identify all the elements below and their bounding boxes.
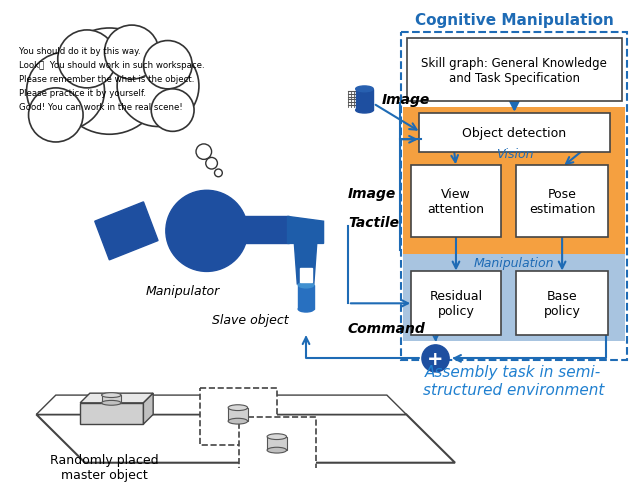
Text: Tactile: Tactile	[348, 215, 399, 229]
FancyBboxPatch shape	[300, 268, 312, 283]
FancyBboxPatch shape	[419, 114, 610, 152]
Circle shape	[143, 42, 192, 90]
Ellipse shape	[356, 87, 373, 92]
Ellipse shape	[228, 405, 248, 411]
Text: Manipulator: Manipulator	[145, 284, 220, 297]
Ellipse shape	[356, 108, 373, 114]
Circle shape	[214, 170, 222, 178]
Circle shape	[29, 89, 83, 143]
FancyBboxPatch shape	[411, 166, 500, 237]
Circle shape	[117, 46, 199, 127]
Text: Image: Image	[382, 93, 430, 107]
Circle shape	[205, 158, 218, 170]
Text: View
attention: View attention	[428, 187, 484, 215]
Polygon shape	[36, 395, 406, 415]
FancyBboxPatch shape	[239, 418, 316, 474]
FancyBboxPatch shape	[356, 90, 373, 111]
Polygon shape	[294, 244, 317, 285]
Circle shape	[27, 53, 104, 130]
FancyBboxPatch shape	[403, 108, 625, 255]
Text: +: +	[428, 349, 444, 368]
Ellipse shape	[298, 306, 314, 312]
Ellipse shape	[267, 447, 287, 453]
FancyBboxPatch shape	[243, 217, 289, 244]
Text: Cognitive Manipulation: Cognitive Manipulation	[415, 13, 614, 28]
FancyBboxPatch shape	[411, 272, 500, 335]
Circle shape	[104, 26, 159, 80]
Circle shape	[166, 191, 248, 272]
Ellipse shape	[298, 283, 314, 288]
Polygon shape	[95, 202, 158, 260]
Text: Randomly placed
master object: Randomly placed master object	[50, 453, 159, 481]
Circle shape	[422, 345, 449, 372]
FancyBboxPatch shape	[403, 255, 625, 341]
Polygon shape	[80, 403, 143, 424]
Polygon shape	[143, 393, 153, 424]
Text: Slave object: Slave object	[212, 313, 289, 326]
FancyBboxPatch shape	[200, 389, 277, 445]
Text: Manipulation: Manipulation	[474, 256, 555, 269]
FancyBboxPatch shape	[102, 395, 121, 403]
Circle shape	[58, 31, 116, 89]
Text: Pose
estimation: Pose estimation	[529, 187, 595, 215]
FancyBboxPatch shape	[267, 437, 287, 450]
Text: Command: Command	[348, 322, 426, 335]
Text: Vision: Vision	[495, 148, 533, 161]
FancyBboxPatch shape	[228, 408, 248, 421]
Text: Skill graph: General Knowledge
and Task Specification: Skill graph: General Knowledge and Task …	[422, 57, 607, 84]
Polygon shape	[80, 393, 153, 403]
Ellipse shape	[228, 418, 248, 424]
Ellipse shape	[102, 401, 121, 406]
FancyBboxPatch shape	[298, 286, 314, 309]
Polygon shape	[287, 217, 324, 244]
FancyBboxPatch shape	[516, 166, 608, 237]
Text: Object detection: Object detection	[462, 126, 566, 139]
Ellipse shape	[267, 434, 287, 439]
Text: Residual
policy: Residual policy	[429, 290, 483, 318]
Text: You should do it by this way.
Look！  You should work in such workspace.
Please r: You should do it by this way. Look！ You …	[19, 47, 205, 111]
Text: Base
policy: Base policy	[543, 290, 580, 318]
Text: Assembly task in semi-
structured environment: Assembly task in semi- structured enviro…	[423, 364, 604, 397]
Polygon shape	[36, 415, 455, 463]
Text: Image: Image	[348, 187, 396, 201]
FancyBboxPatch shape	[516, 272, 608, 335]
Ellipse shape	[102, 393, 121, 398]
FancyBboxPatch shape	[407, 39, 621, 102]
Circle shape	[56, 29, 163, 135]
Circle shape	[151, 90, 194, 132]
Circle shape	[196, 145, 212, 160]
